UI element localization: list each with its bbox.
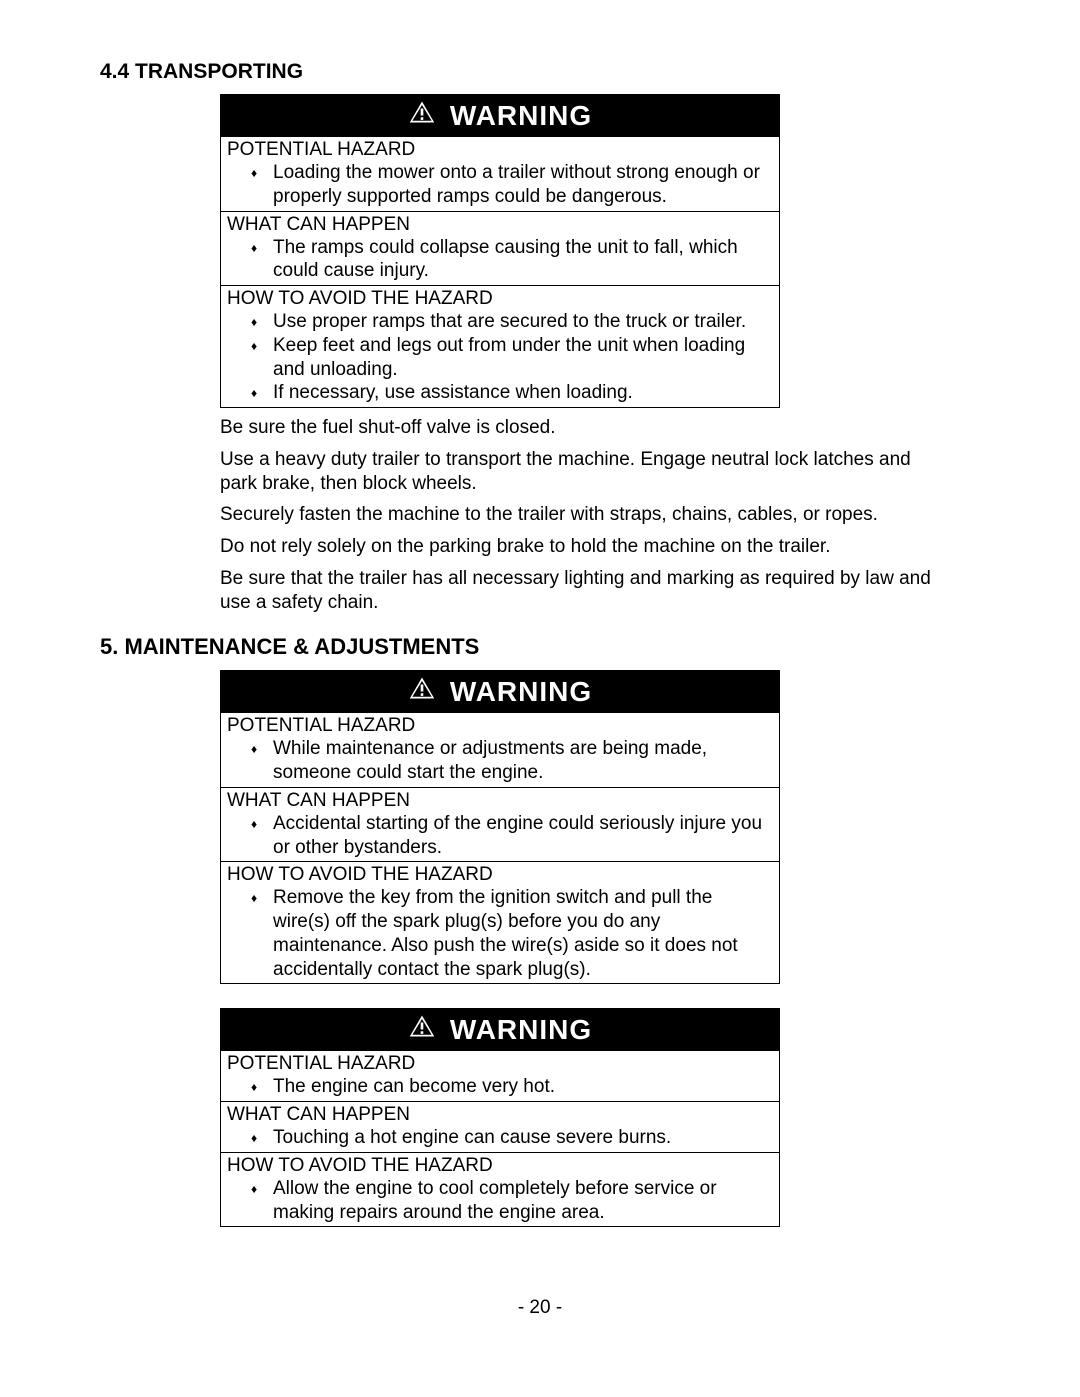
avoid-hazard-section: HOW TO AVOID THE HAZARD Remove the key f… [221, 861, 779, 983]
warning-title: WARNING [450, 676, 592, 708]
alert-icon [408, 675, 436, 708]
avoid-hazard-label: HOW TO AVOID THE HAZARD [221, 862, 779, 886]
alert-icon [408, 1013, 436, 1046]
potential-hazard-label: POTENTIAL HAZARD [221, 137, 779, 161]
list-item: Accidental starting of the engine could … [273, 812, 773, 860]
what-can-happen-label: WHAT CAN HAPPEN [221, 1102, 779, 1126]
avoid-hazard-label: HOW TO AVOID THE HAZARD [221, 286, 779, 310]
potential-hazard-list: Loading the mower onto a trailer without… [221, 161, 779, 211]
what-can-happen-list: Accidental starting of the engine could … [221, 812, 779, 862]
potential-hazard-label: POTENTIAL HAZARD [221, 713, 779, 737]
list-item: The engine can become very hot. [273, 1075, 773, 1099]
warning-header: WARNING [221, 671, 779, 712]
avoid-hazard-list: Use proper ramps that are secured to the… [221, 310, 779, 407]
body-paragraph: Do not rely solely on the parking brake … [220, 535, 940, 559]
potential-hazard-list: While maintenance or adjustments are bei… [221, 737, 779, 787]
avoid-hazard-label: HOW TO AVOID THE HAZARD [221, 1153, 779, 1177]
avoid-hazard-section: HOW TO AVOID THE HAZARD Use proper ramps… [221, 285, 779, 407]
warning-box-maintenance-1: WARNING POTENTIAL HAZARD While maintenan… [220, 670, 780, 984]
section-5-content: WARNING POTENTIAL HAZARD While maintenan… [220, 670, 980, 1227]
what-can-happen-list: Touching a hot engine can cause severe b… [221, 1126, 779, 1152]
page-number: - 20 - [100, 1297, 980, 1319]
list-item: Allow the engine to cool completely befo… [273, 1177, 773, 1225]
section-4-4-heading: 4.4 TRANSPORTING [100, 60, 980, 84]
spacer [220, 984, 980, 1008]
body-paragraph: Be sure that the trailer has all necessa… [220, 567, 940, 615]
what-can-happen-section: WHAT CAN HAPPEN The ramps could collapse… [221, 211, 779, 286]
what-can-happen-section: WHAT CAN HAPPEN Touching a hot engine ca… [221, 1101, 779, 1152]
warning-title: WARNING [450, 100, 592, 132]
page: 4.4 TRANSPORTING WARNING POTENTIAL HAZAR… [0, 0, 1080, 1359]
body-paragraph: Use a heavy duty trailer to transport th… [220, 448, 940, 496]
what-can-happen-label: WHAT CAN HAPPEN [221, 212, 779, 236]
body-paragraph: Be sure the fuel shut-off valve is close… [220, 416, 940, 440]
body-paragraph: Securely fasten the machine to the trail… [220, 503, 940, 527]
warning-header: WARNING [221, 1009, 779, 1050]
list-item: While maintenance or adjustments are bei… [273, 737, 773, 785]
potential-hazard-label: POTENTIAL HAZARD [221, 1051, 779, 1075]
potential-hazard-section: POTENTIAL HAZARD While maintenance or ad… [221, 712, 779, 787]
avoid-hazard-section: HOW TO AVOID THE HAZARD Allow the engine… [221, 1152, 779, 1227]
warning-box-transporting: WARNING POTENTIAL HAZARD Loading the mow… [220, 94, 780, 408]
potential-hazard-section: POTENTIAL HAZARD Loading the mower onto … [221, 136, 779, 211]
list-item: Use proper ramps that are secured to the… [273, 310, 773, 334]
list-item: Loading the mower onto a trailer without… [273, 161, 773, 209]
list-item: Keep feet and legs out from under the un… [273, 334, 773, 382]
what-can-happen-section: WHAT CAN HAPPEN Accidental starting of t… [221, 787, 779, 862]
potential-hazard-list: The engine can become very hot. [221, 1075, 779, 1101]
avoid-hazard-list: Allow the engine to cool completely befo… [221, 1177, 779, 1227]
what-can-happen-list: The ramps could collapse causing the uni… [221, 236, 779, 286]
potential-hazard-section: POTENTIAL HAZARD The engine can become v… [221, 1050, 779, 1101]
warning-box-maintenance-2: WARNING POTENTIAL HAZARD The engine can … [220, 1008, 780, 1227]
section-4-4-content: WARNING POTENTIAL HAZARD Loading the mow… [220, 94, 980, 614]
list-item: The ramps could collapse causing the uni… [273, 236, 773, 284]
section-5-heading: 5. MAINTENANCE & ADJUSTMENTS [100, 634, 980, 660]
list-item: If necessary, use assistance when loadin… [273, 381, 773, 405]
what-can-happen-label: WHAT CAN HAPPEN [221, 788, 779, 812]
warning-title: WARNING [450, 1014, 592, 1046]
avoid-hazard-list: Remove the key from the ignition switch … [221, 886, 779, 983]
alert-icon [408, 99, 436, 132]
warning-header: WARNING [221, 95, 779, 136]
list-item: Remove the key from the ignition switch … [273, 886, 773, 981]
list-item: Touching a hot engine can cause severe b… [273, 1126, 773, 1150]
